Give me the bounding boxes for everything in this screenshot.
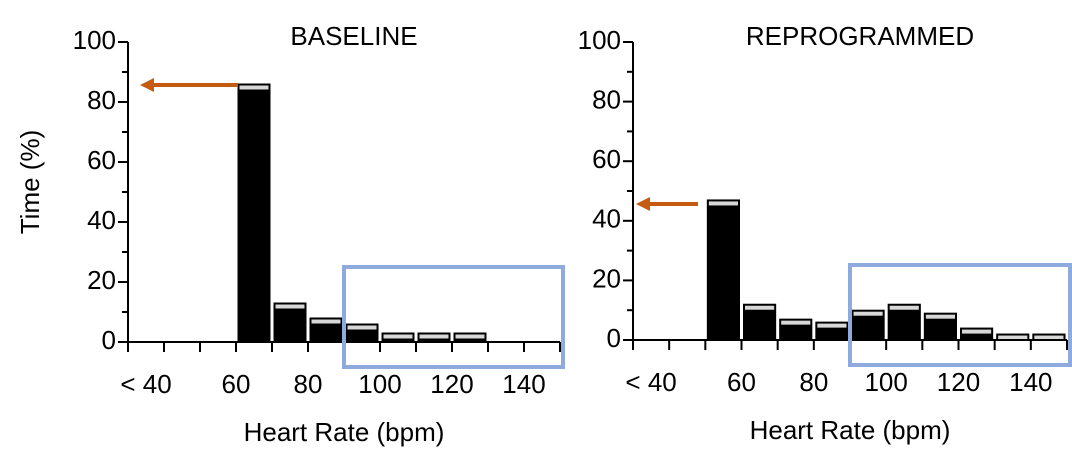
x-tick-label: 140 <box>502 369 545 399</box>
bar <box>743 303 777 341</box>
y-tick-label: 60 <box>592 144 621 174</box>
y-tick-label: 40 <box>592 204 621 234</box>
bar-cap <box>275 304 305 309</box>
bar <box>273 302 307 343</box>
bar-cap <box>925 314 955 319</box>
x-tick-label: 100 <box>358 369 401 399</box>
bar-cap <box>781 320 811 325</box>
x-tick-label: 120 <box>430 369 473 399</box>
y-tick-label: 20 <box>87 265 116 295</box>
y-tick-label: 0 <box>607 323 621 353</box>
x-tick-label: 60 <box>222 369 251 399</box>
x-tick-label: 120 <box>937 367 980 397</box>
y-tick-label: 80 <box>592 84 621 114</box>
y-tick-label: 20 <box>592 263 621 293</box>
bar-cap <box>311 319 341 324</box>
y-axis-label: Time (%) <box>15 130 45 234</box>
x-tick-label: 140 <box>1009 367 1052 397</box>
bar-cap <box>347 325 377 330</box>
bar-cap <box>455 334 485 339</box>
x-tick-label: < 40 <box>120 369 171 399</box>
x-tick-label: < 40 <box>625 367 676 397</box>
x-tick-label: 80 <box>799 367 828 397</box>
bar-cap <box>708 201 738 206</box>
x-axis-label: Heart Rate (bpm) <box>244 417 445 447</box>
highlight-box <box>848 263 1072 367</box>
x-tick-label: 100 <box>864 367 907 397</box>
bar-cap <box>889 305 919 310</box>
bar-cap <box>998 335 1028 340</box>
y-tick-label: 60 <box>87 145 116 175</box>
y-tick-label: 80 <box>87 85 116 115</box>
y-tick-label: 40 <box>87 205 116 235</box>
chart-title: BASELINE <box>290 21 417 51</box>
y-tick-label: 100 <box>578 25 621 55</box>
bar <box>887 303 921 341</box>
bar-cap <box>817 323 847 328</box>
bar-cap <box>239 85 269 90</box>
y-tick-label: 100 <box>73 25 116 55</box>
arrow-head <box>140 78 154 92</box>
bar <box>706 199 740 341</box>
bar-cap <box>383 334 413 339</box>
x-tick-label: 80 <box>294 369 323 399</box>
bar-cap <box>1034 335 1064 340</box>
highlight-box <box>342 265 565 369</box>
bar-cap <box>745 305 775 310</box>
bar-cap <box>419 334 449 339</box>
x-tick-label: 60 <box>727 367 756 397</box>
x-axis-label: Heart Rate (bpm) <box>750 415 951 445</box>
chart-title: REPROGRAMMED <box>746 21 974 51</box>
bar <box>237 83 271 343</box>
y-tick-label: 0 <box>102 325 116 355</box>
arrow-head <box>636 197 650 211</box>
bar-cap <box>962 329 992 334</box>
bar-cap <box>853 311 883 316</box>
